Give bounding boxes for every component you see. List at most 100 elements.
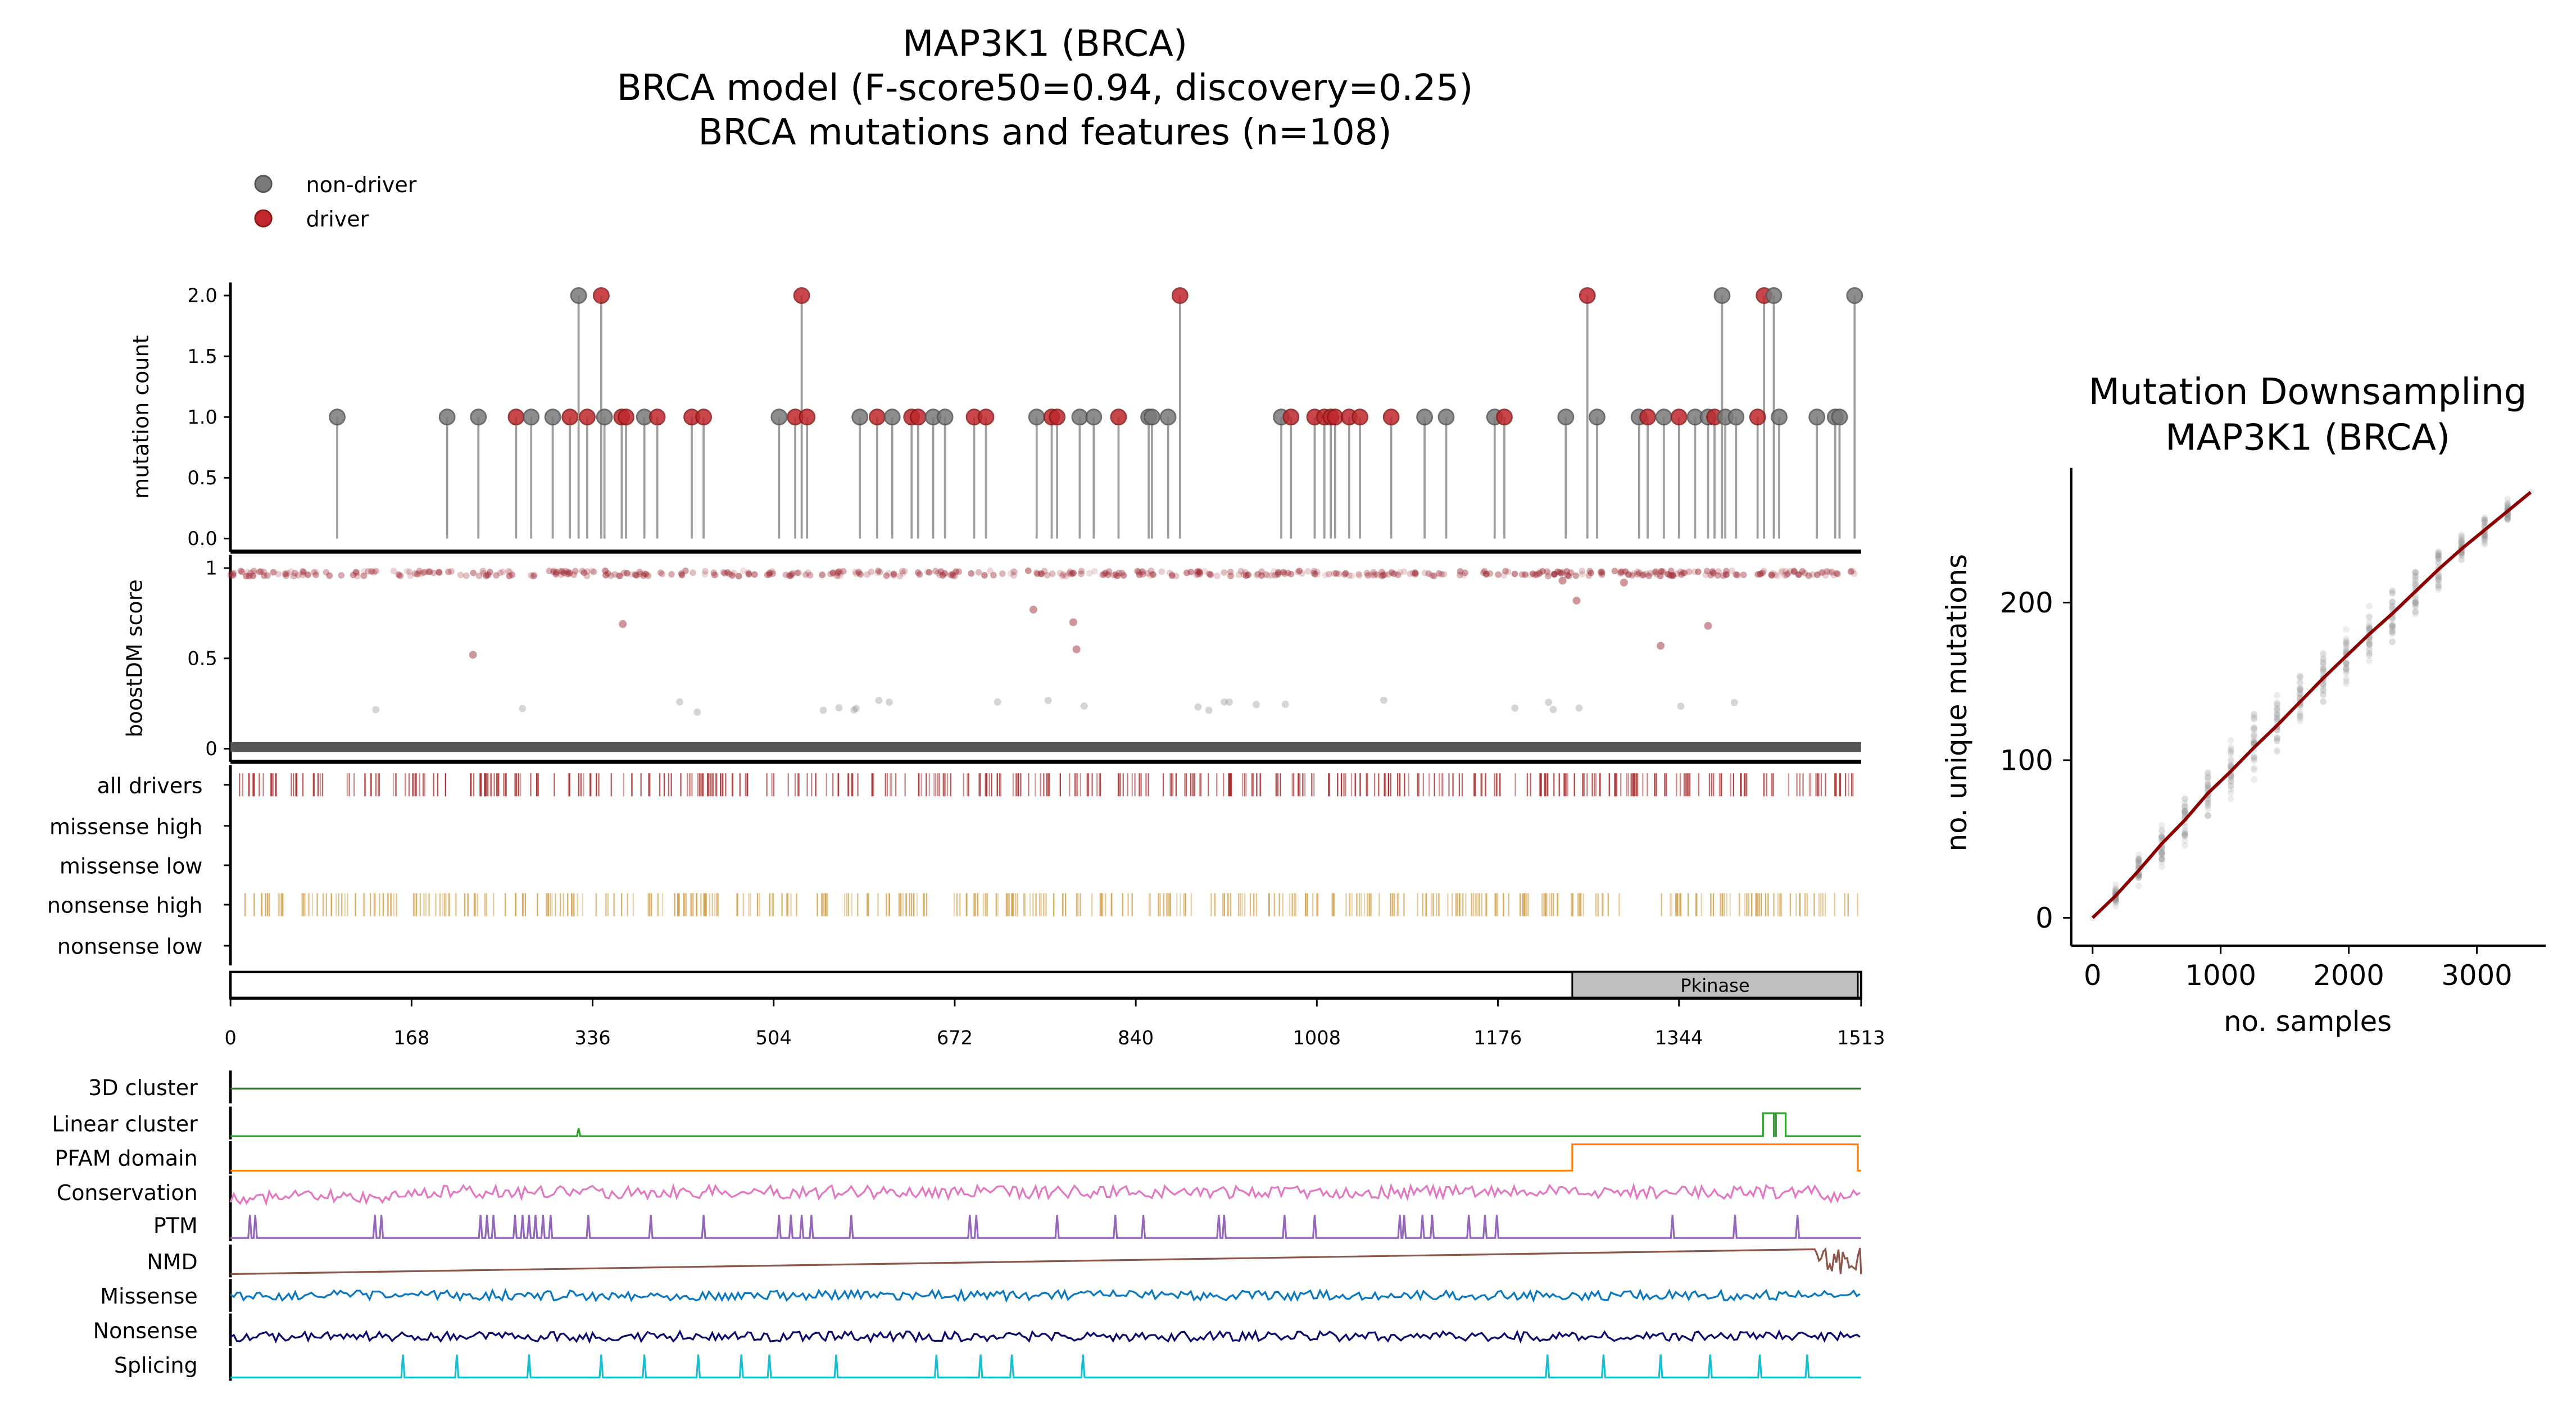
sample-point [2320, 650, 2326, 657]
sample-point [2389, 623, 2396, 630]
score-point [590, 569, 597, 575]
score-point [352, 569, 360, 576]
score-point [729, 572, 736, 579]
score-point [420, 569, 427, 576]
sample-point [2112, 886, 2119, 893]
score-point [364, 567, 371, 575]
sample-point [2297, 674, 2303, 681]
score-point [1091, 567, 1098, 575]
score-point [407, 572, 414, 579]
sample-point [2158, 834, 2165, 841]
score-point [563, 571, 570, 578]
sample-point [2297, 687, 2303, 694]
x-tick-label: 0 [224, 1027, 236, 1048]
sample-point [2158, 850, 2165, 857]
sample-point [2435, 559, 2442, 566]
sample-point [2366, 647, 2373, 654]
score-point [1394, 571, 1402, 578]
sample-point [2135, 882, 2142, 889]
score-point [1378, 573, 1386, 580]
sample-point [2135, 874, 2142, 881]
score-point [788, 571, 795, 578]
score-point [607, 572, 614, 579]
score-point [1691, 568, 1698, 575]
score-point [1237, 567, 1245, 575]
score-point [1195, 568, 1203, 575]
non-driver-point [1655, 408, 1672, 426]
score-point [1545, 573, 1552, 580]
sample-point [2182, 807, 2188, 814]
score-point [935, 569, 942, 576]
track-label: PFAM domain [55, 1146, 197, 1171]
sample-point [2274, 706, 2280, 714]
sample-point [2458, 538, 2465, 545]
sample-point [2481, 538, 2488, 544]
score-point [1723, 571, 1730, 578]
sample-point [2389, 622, 2396, 629]
track-line-pfam-domain [230, 1143, 1861, 1172]
sample-point [2228, 795, 2234, 802]
sample-point [2251, 754, 2257, 761]
score-point [1482, 570, 1490, 578]
score-point [659, 570, 666, 578]
score-point [1639, 571, 1647, 579]
score-point [850, 706, 858, 714]
non-driver-point [1808, 408, 1826, 426]
score-point [1331, 570, 1338, 577]
sample-point [2320, 659, 2326, 666]
score-point [795, 569, 802, 576]
sample-point [2458, 539, 2465, 546]
score-point [1754, 571, 1761, 578]
y-tick-label: 1.0 [187, 406, 217, 428]
score-point [1371, 571, 1378, 578]
sample-point [2412, 569, 2419, 576]
score-point [1734, 571, 1741, 579]
sample-point [2297, 691, 2303, 698]
score-point [230, 569, 237, 576]
score-point [1511, 704, 1519, 712]
sample-point [2343, 642, 2350, 648]
sample-point [2458, 556, 2465, 564]
sample-point [2458, 531, 2465, 538]
sample-point [2158, 851, 2165, 858]
score-point [1586, 567, 1593, 575]
score-point [406, 568, 413, 575]
score-point [1598, 568, 1605, 575]
sample-point [2435, 582, 2442, 589]
sample-point [2182, 832, 2188, 839]
sample-point [2205, 796, 2211, 803]
sample-point [2504, 502, 2511, 508]
sample-point [2389, 628, 2396, 635]
sample-point [2481, 535, 2488, 542]
sample-point [2343, 678, 2350, 685]
sample-point [2228, 782, 2234, 789]
score-point [1707, 572, 1715, 579]
sample-point [2182, 810, 2188, 817]
score-point [1070, 570, 1077, 576]
score-point [425, 568, 432, 575]
sample-point [2504, 515, 2511, 522]
sample-point [2435, 576, 2442, 583]
sample-point [2458, 535, 2465, 543]
driver-point [1110, 408, 1127, 426]
sample-point [2412, 598, 2419, 606]
score-point [312, 571, 319, 579]
sample-point [2435, 551, 2442, 558]
sample-point [2412, 599, 2419, 606]
score-point [282, 570, 289, 578]
sample-point [2504, 514, 2511, 521]
score-point [426, 567, 433, 575]
sample-point [2366, 624, 2373, 632]
sample-point [2481, 519, 2488, 526]
score-point [1102, 569, 1109, 576]
score-point [805, 569, 811, 576]
score-point [448, 568, 455, 575]
sample-point [2412, 573, 2419, 580]
sample-point [2135, 856, 2142, 863]
score-point [1149, 571, 1156, 578]
score-point [1168, 572, 1176, 579]
boostdm-panel: 0 0.5 1 boostDM score [122, 555, 1861, 764]
track-line-conservation [229, 1182, 1861, 1206]
sample-point [2412, 598, 2419, 606]
sample-point [2343, 638, 2350, 644]
